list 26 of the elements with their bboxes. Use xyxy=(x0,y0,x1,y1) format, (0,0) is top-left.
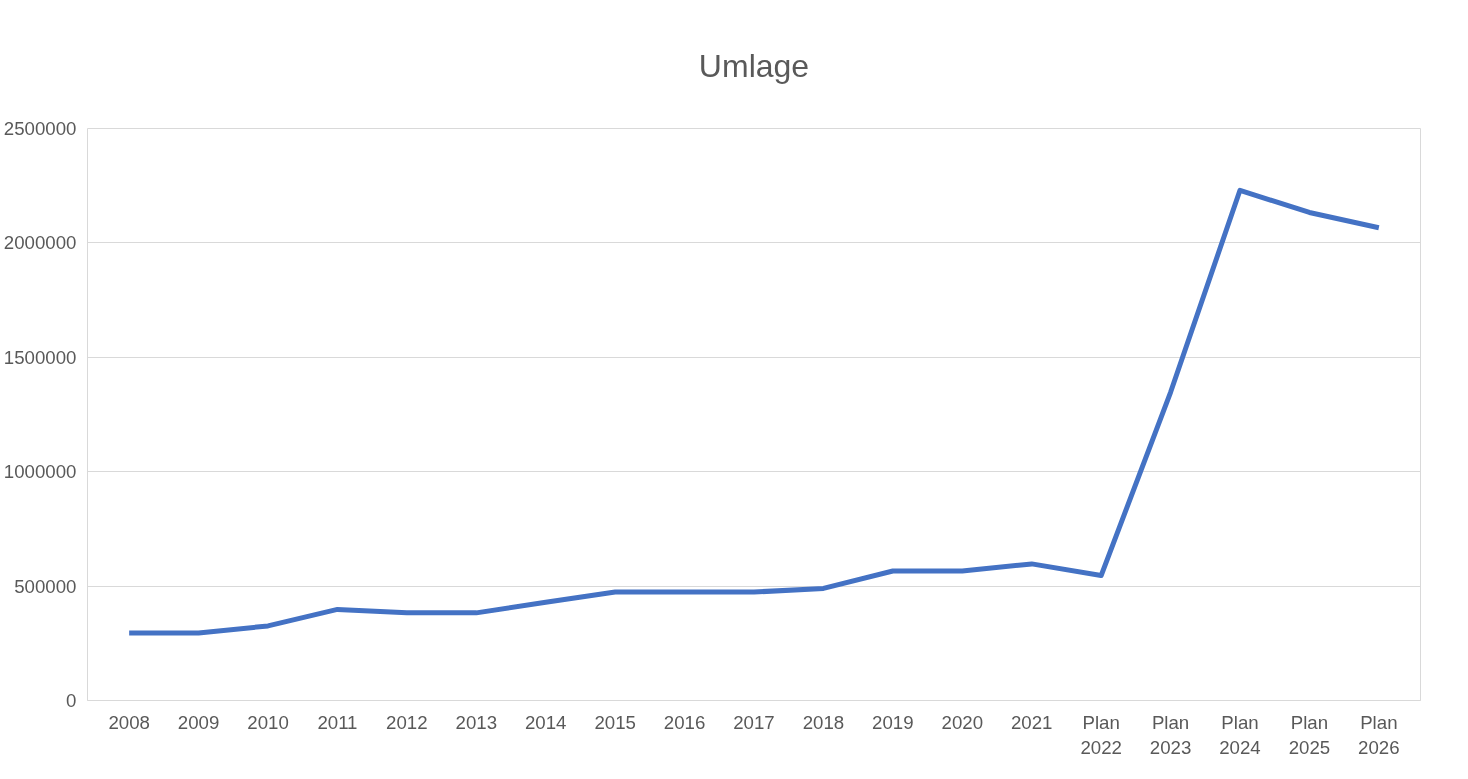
x-tick-label: 2009 xyxy=(177,711,220,733)
y-tick-label: 0 xyxy=(66,690,77,711)
x-tick-label: 2020 xyxy=(941,711,984,733)
x-tick-label: 2014 xyxy=(524,711,567,733)
y-tick-label: 500000 xyxy=(14,575,77,597)
y-tick-label: 1500000 xyxy=(3,346,77,368)
x-tick-label: 2019 xyxy=(872,711,914,733)
x-tick-label: 2008 xyxy=(108,711,150,733)
x-tick-label: Plan 2025 xyxy=(1288,711,1331,758)
chart-title: Umlage xyxy=(698,47,810,84)
y-tick-label: 2000000 xyxy=(3,232,77,254)
x-tick-label: 2016 xyxy=(663,711,706,733)
y-tick-label: 1000000 xyxy=(3,461,77,483)
x-tick-label: 2018 xyxy=(802,711,845,733)
x-tick-label: 2012 xyxy=(386,711,428,733)
x-tick-label: 2017 xyxy=(733,711,775,733)
x-tick-label: Plan 2024 xyxy=(1219,711,1261,758)
x-tick-label: 2021 xyxy=(1010,711,1053,733)
y-tick-label: 2500000 xyxy=(3,118,77,139)
x-tick-label: Plan 2026 xyxy=(1358,711,1400,758)
x-tick-label: 2013 xyxy=(455,711,498,733)
x-tick-label: 2011 xyxy=(317,711,358,733)
x-tick-label: Plan 2023 xyxy=(1149,711,1192,758)
x-tick-label: 2015 xyxy=(594,711,636,733)
x-tick-label: Plan 2022 xyxy=(1080,711,1122,758)
x-tick-label: 2010 xyxy=(247,711,289,733)
